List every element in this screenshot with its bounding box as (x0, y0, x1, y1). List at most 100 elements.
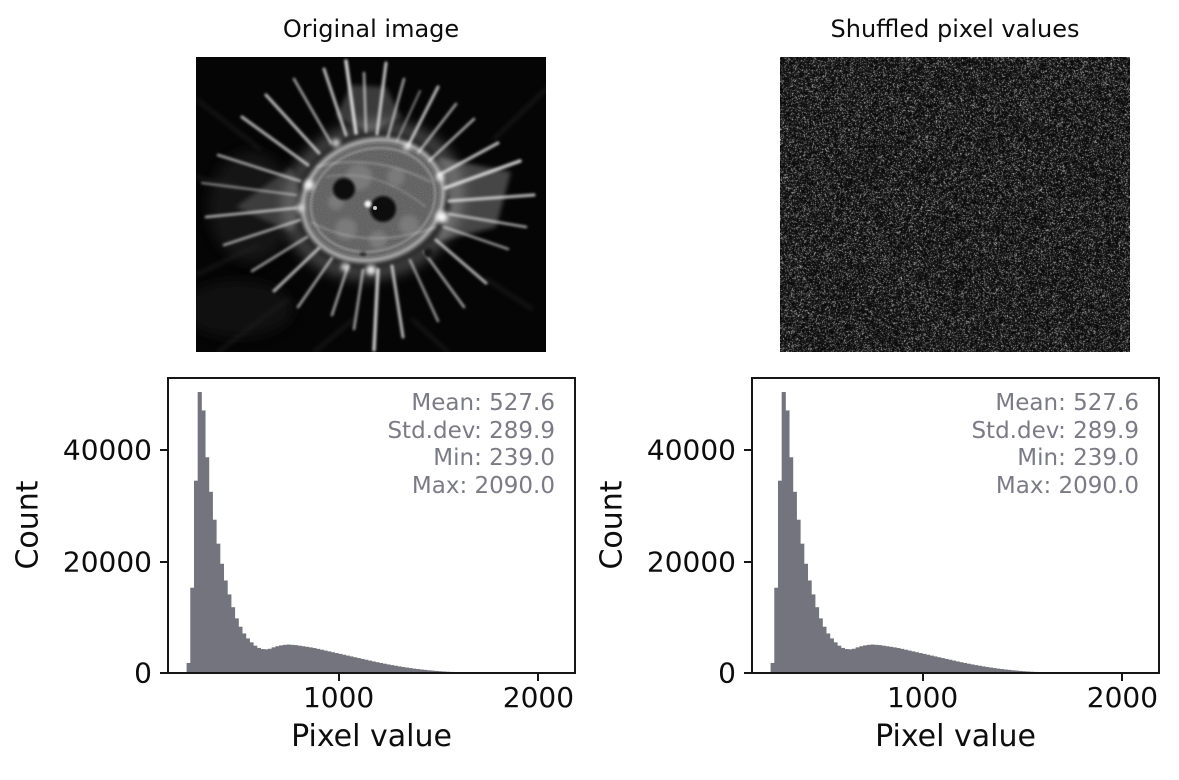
histogram-bar (1029, 672, 1033, 673)
histogram-bar (845, 649, 849, 673)
histogram-bar (434, 671, 438, 673)
histogram-bar (198, 392, 202, 673)
histogram-bar (1026, 671, 1030, 673)
histogram-bar (390, 665, 394, 673)
histogram-bar (874, 645, 878, 673)
histogram-bar (438, 671, 442, 673)
histogram-bar (457, 672, 461, 673)
cell-image-svg (196, 57, 546, 352)
panel-title-shuffled: Shuffled pixel values (831, 15, 1080, 43)
y-tick-label: 40000 (606, 434, 736, 467)
histogram-bar (907, 651, 911, 673)
histogram-bar (257, 648, 261, 673)
histogram-bar (1007, 670, 1011, 673)
histogram-bar (320, 650, 324, 673)
histogram-bar (375, 662, 379, 673)
histogram-bar (822, 627, 826, 673)
histogram-bar (1011, 670, 1015, 673)
histogram-bar (893, 647, 897, 673)
histogram-bar (815, 607, 819, 673)
histogram-bar (227, 594, 231, 673)
histogram-bar (867, 645, 871, 673)
histogram-bar (246, 638, 250, 673)
histogram-panel-shuffled: Mean: 527.6 Std.dev: 289.9 Min: 239.0 Ma… (752, 378, 1159, 673)
histogram-bar (926, 655, 930, 673)
histogram-bar (796, 520, 800, 673)
histogram-bar (405, 668, 409, 673)
histogram-bar (201, 410, 205, 673)
histogram-bar (349, 656, 353, 673)
histogram-bar (220, 564, 224, 673)
histogram-bar (416, 669, 420, 673)
stat-line-max: Max: 2090.0 (387, 473, 555, 501)
histogram-bar (323, 651, 327, 673)
histogram-bar (353, 657, 357, 673)
histogram-bar (253, 646, 257, 673)
histogram-bar (992, 668, 996, 673)
histogram-bar (309, 647, 313, 673)
histogram-bar (974, 665, 978, 673)
histogram-bar (989, 668, 993, 673)
histogram-bar (316, 649, 320, 673)
x-axis-label: Pixel value (875, 719, 1036, 754)
histogram-bar (216, 544, 220, 673)
histogram-bar (782, 392, 786, 673)
histogram-bar (379, 663, 383, 673)
histogram-bar (412, 669, 416, 673)
histogram-bar (819, 618, 823, 673)
histogram-bar (187, 663, 191, 673)
histogram-bar (423, 670, 427, 673)
stat-line-mean: Mean: 527.6 (387, 390, 555, 418)
histogram-bar (956, 661, 960, 673)
histogram-bar (996, 669, 1000, 673)
histogram-bar (1000, 669, 1004, 673)
histogram-bar (286, 645, 290, 673)
histogram-bar (238, 627, 242, 673)
y-tick-mark (744, 449, 751, 451)
histogram-panel-original: Mean: 527.6 Std.dev: 289.9 Min: 239.0 Ma… (168, 378, 575, 673)
histogram-bar (937, 657, 941, 673)
x-tick-label: 2000 (503, 681, 574, 714)
histogram-bar (841, 648, 845, 673)
histogram-bar (771, 663, 775, 673)
x-tick-label: 1000 (303, 681, 374, 714)
histogram-bar (863, 645, 867, 673)
histogram-bar (800, 544, 804, 673)
histogram-bar (205, 457, 209, 673)
cell-image (196, 57, 546, 352)
histogram-bar (464, 672, 468, 673)
histogram-bar (272, 647, 276, 673)
histogram-bar (298, 646, 302, 673)
stat-line-stddev: Std.dev: 289.9 (971, 418, 1139, 446)
bright-center-dot (373, 206, 377, 210)
y-tick-label: 20000 (606, 545, 736, 578)
noise-image (780, 57, 1130, 352)
histogram-bar (357, 658, 361, 673)
y-tick-mark (744, 561, 751, 563)
histogram-bar (1004, 669, 1008, 673)
x-tick-mark (922, 674, 924, 681)
histogram-bar (301, 646, 305, 673)
stat-line-min: Min: 239.0 (387, 445, 555, 473)
histogram-bar (889, 647, 893, 673)
histogram-bar (449, 672, 453, 673)
histogram-bar (967, 664, 971, 673)
histogram-bar (342, 655, 346, 673)
histogram-bar (275, 646, 279, 673)
histogram-bar (268, 649, 272, 673)
histogram-bar (804, 564, 808, 673)
histogram-bar (190, 588, 194, 673)
x-tick-label: 2000 (1087, 681, 1158, 714)
histogram-bar (952, 661, 956, 673)
histogram-bar (941, 658, 945, 673)
histogram-bar (933, 656, 937, 673)
histogram-bar (261, 649, 265, 673)
histogram-bar (431, 671, 435, 673)
x-tick-mark (1121, 674, 1123, 681)
histogram-bar (1015, 671, 1019, 673)
histogram-bar (383, 664, 387, 673)
histogram-bar (305, 647, 309, 673)
histogram-bar (885, 646, 889, 673)
histogram-bar (915, 652, 919, 673)
histogram-bar (970, 664, 974, 673)
